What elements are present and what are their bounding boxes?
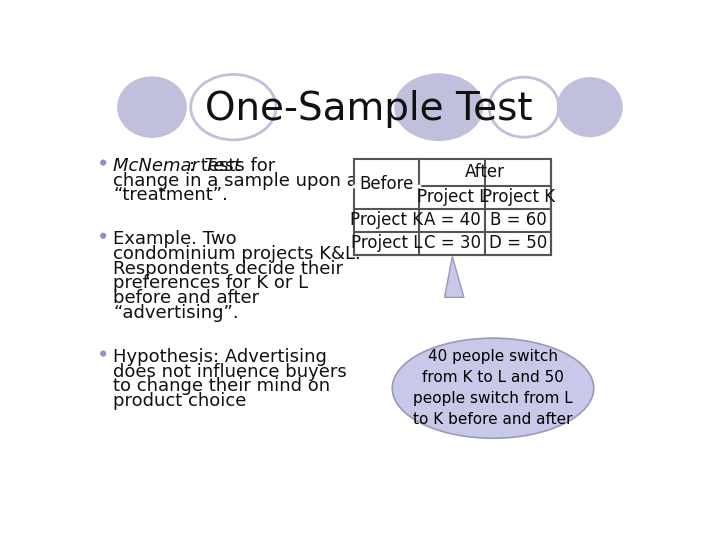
Text: Respondents decide their: Respondents decide their: [113, 260, 343, 278]
Text: does not influence buyers: does not influence buyers: [113, 363, 347, 381]
Ellipse shape: [100, 233, 107, 239]
Ellipse shape: [394, 73, 483, 141]
Text: change in a sample upon a: change in a sample upon a: [113, 172, 358, 190]
Ellipse shape: [191, 75, 276, 140]
Text: before and after: before and after: [113, 289, 259, 307]
Text: product choice: product choice: [113, 392, 247, 410]
Ellipse shape: [117, 76, 187, 138]
Text: : tests for: : tests for: [189, 157, 276, 175]
Text: Project L: Project L: [417, 188, 488, 206]
Text: preferences for K or L: preferences for K or L: [113, 274, 308, 292]
Text: McNemar Test: McNemar Test: [113, 157, 241, 175]
Text: Project L: Project L: [351, 234, 422, 252]
Polygon shape: [444, 256, 464, 298]
Text: Before: Before: [359, 175, 413, 193]
Text: 40 people switch
from K to L and 50
people switch from L
to K before and after: 40 people switch from K to L and 50 peop…: [413, 349, 573, 427]
Text: Project K: Project K: [482, 188, 554, 206]
Text: C = 30: C = 30: [424, 234, 481, 252]
Text: After: After: [465, 163, 505, 181]
Text: Project K: Project K: [350, 211, 423, 230]
Text: “advertising”.: “advertising”.: [113, 303, 239, 321]
Ellipse shape: [100, 350, 107, 356]
Text: “treatment”.: “treatment”.: [113, 186, 228, 205]
Ellipse shape: [392, 338, 594, 438]
Text: D = 50: D = 50: [489, 234, 547, 252]
Text: One-Sample Test: One-Sample Test: [205, 91, 533, 129]
Text: Example. Two: Example. Two: [113, 231, 237, 248]
FancyBboxPatch shape: [354, 159, 551, 255]
Text: condominium projects K&L.: condominium projects K&L.: [113, 245, 361, 263]
Text: A = 40: A = 40: [424, 211, 481, 230]
Text: to change their mind on: to change their mind on: [113, 377, 330, 395]
Ellipse shape: [100, 159, 107, 166]
Text: Hypothesis: Advertising: Hypothesis: Advertising: [113, 348, 327, 366]
Ellipse shape: [557, 77, 623, 137]
Ellipse shape: [489, 77, 559, 137]
Text: B = 60: B = 60: [490, 211, 546, 230]
